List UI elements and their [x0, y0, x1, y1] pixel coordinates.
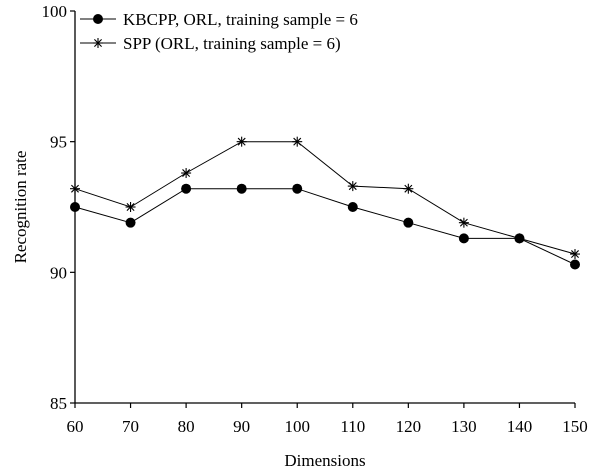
- y-axis-title: Recognition rate: [11, 151, 30, 264]
- y-tick-label: 95: [50, 133, 67, 152]
- legend-item-spp: SPP (ORL, training sample = 6): [80, 34, 341, 53]
- legend-asterisk: [93, 38, 103, 48]
- data-point-kbcpp: [403, 217, 414, 228]
- data-point-spp: [347, 181, 358, 192]
- x-tick-label: 150: [562, 417, 588, 436]
- legend-label-spp: SPP (ORL, training sample = 6): [123, 34, 341, 53]
- x-tick-label: 70: [122, 417, 139, 436]
- data-point-kbcpp: [570, 259, 580, 270]
- series-spp: [70, 136, 580, 260]
- legend-marker-kbcpp: [93, 14, 103, 24]
- legend: KBCPP, ORL, training sample = 6 SPP (ORL…: [80, 10, 358, 53]
- x-axis-title: Dimensions: [284, 451, 365, 470]
- y-axis-ticks: 85 90 95 100: [42, 2, 75, 413]
- data-point-kbcpp: [347, 202, 358, 212]
- x-tick-label: 90: [233, 417, 250, 436]
- data-point-kbcpp: [181, 183, 192, 194]
- data-point-spp: [125, 202, 136, 212]
- data-point-kbcpp: [292, 183, 303, 194]
- data-point-spp: [70, 183, 80, 194]
- data-point-spp: [236, 136, 247, 147]
- series-kbcpp: [70, 183, 580, 270]
- data-point-kbcpp: [458, 233, 469, 244]
- x-tick-label: 140: [507, 417, 533, 436]
- data-point-spp: [292, 136, 303, 147]
- axes: [74, 11, 575, 404]
- x-tick-label: 100: [284, 417, 310, 436]
- y-tick-label: 100: [42, 2, 68, 21]
- data-point-spp: [181, 168, 192, 179]
- legend-marker-spp: [93, 38, 103, 48]
- series-line-kbcpp: [74, 188, 576, 265]
- x-tick-label: 110: [340, 417, 365, 436]
- x-tick-label: 130: [451, 417, 477, 436]
- x-axis-ticks: 60 70 80 90 100 110 120 130 140 150: [67, 403, 588, 436]
- x-tick-label: 80: [178, 417, 195, 436]
- legend-item-kbcpp: KBCPP, ORL, training sample = 6: [80, 10, 358, 29]
- series-line-spp: [74, 141, 576, 255]
- data-point-spp: [458, 217, 469, 228]
- data-point-kbcpp: [70, 202, 80, 212]
- x-tick-label: 120: [396, 417, 422, 436]
- y-tick-label: 90: [50, 263, 67, 282]
- data-point-spp: [403, 183, 414, 194]
- data-point-kbcpp: [236, 183, 247, 194]
- data-point-spp: [514, 233, 525, 244]
- data-point-spp: [570, 249, 580, 260]
- series-layer: [70, 136, 580, 270]
- data-point-kbcpp: [125, 217, 136, 228]
- legend-label-kbcpp: KBCPP, ORL, training sample = 6: [123, 10, 358, 29]
- x-tick-label: 60: [67, 417, 84, 436]
- y-tick-label: 85: [50, 394, 67, 413]
